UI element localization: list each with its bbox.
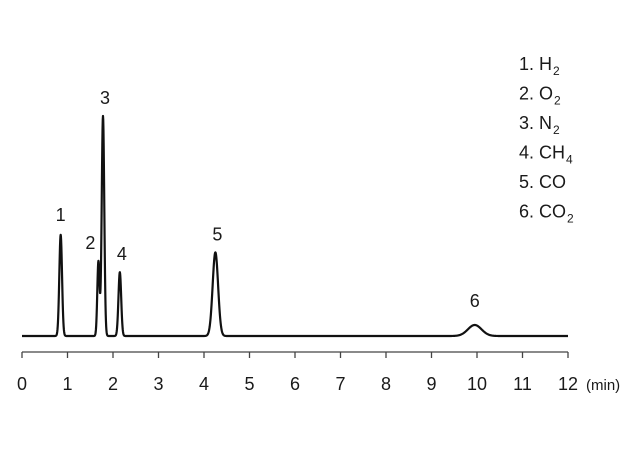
legend-entry: 1. H2 xyxy=(519,54,560,78)
x-tick-label: 4 xyxy=(199,374,209,394)
x-tick-label: 1 xyxy=(62,374,72,394)
x-tick-labels: 0 1 2 3 4 5 6 7 8 9 10 11 12 xyxy=(17,374,578,394)
legend-entry-label: 1. H xyxy=(519,54,552,74)
legend-entry-subscript: 4 xyxy=(566,153,573,167)
x-tick-label: 0 xyxy=(17,374,27,394)
legend-entry-label: 2. O xyxy=(519,84,553,104)
x-tick-label: 3 xyxy=(153,374,163,394)
x-tick-label: 2 xyxy=(108,374,118,394)
peak-label: 1 xyxy=(56,205,66,225)
x-tick-label: 5 xyxy=(244,374,254,394)
legend-entry-subscript: 2 xyxy=(567,212,574,226)
x-tick-label: 6 xyxy=(290,374,300,394)
peak-label: 6 xyxy=(470,291,480,311)
x-tick-label: 8 xyxy=(381,374,391,394)
x-tick-label: 9 xyxy=(426,374,436,394)
legend-entry-label: 4. CH xyxy=(519,143,565,163)
x-tick-label: 10 xyxy=(467,374,487,394)
legend-entry: 4. CH4 xyxy=(519,143,573,167)
legend-entry: 6. CO2 xyxy=(519,202,574,226)
legend-entry-subscript: 2 xyxy=(554,94,561,108)
peak-labels: 12 3 4 5 6 xyxy=(56,88,480,311)
chromatogram-trace xyxy=(21,114,569,338)
x-tick-label: 11 xyxy=(513,374,532,394)
x-ticks xyxy=(21,352,569,358)
x-tick-label: 12 xyxy=(558,374,578,394)
legend-entry: 3. N2 xyxy=(519,113,560,137)
x-tick-label: 7 xyxy=(335,374,345,394)
legend-entry-label: 5. CO xyxy=(519,172,566,192)
peak-label: 4 xyxy=(117,244,127,264)
peak-label: 3 xyxy=(100,88,110,108)
x-axis-unit-label: (min) xyxy=(586,377,620,394)
legend-entry-label: 3. N xyxy=(519,113,552,133)
legend-entry: 2. O2 xyxy=(519,84,561,108)
legend-entry: 5. CO xyxy=(519,172,566,192)
peak-label: 5 xyxy=(212,224,222,244)
peak-label: 2 xyxy=(85,233,95,253)
legend-entry-subscript: 2 xyxy=(553,64,560,78)
legend-entry-subscript: 2 xyxy=(553,123,560,137)
legend-entry-label: 6. CO xyxy=(519,202,566,222)
